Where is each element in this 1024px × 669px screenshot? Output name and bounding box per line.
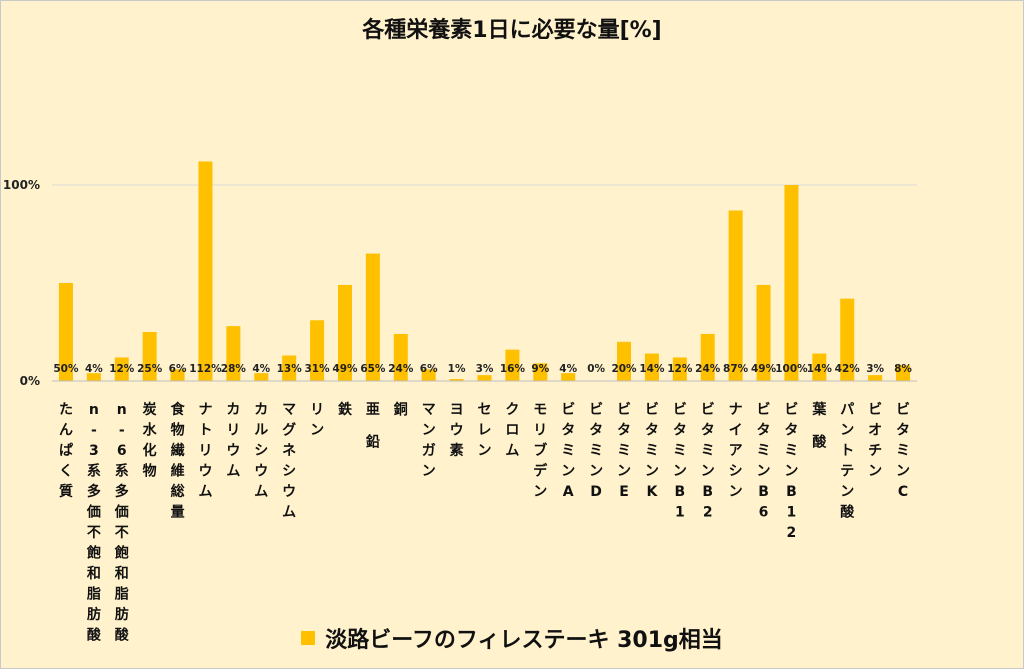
data-label: 20% bbox=[611, 363, 637, 375]
data-label: 112% bbox=[189, 363, 222, 375]
data-label: 12% bbox=[667, 363, 693, 375]
bar bbox=[337, 284, 352, 381]
data-label: 14% bbox=[807, 363, 833, 375]
data-label: 13% bbox=[277, 363, 303, 375]
bar bbox=[533, 363, 548, 381]
data-label: 1% bbox=[448, 363, 466, 375]
x-tick-label: n -6 系多価不飽和脂肪酸 bbox=[114, 402, 130, 644]
x-tick-label: クロム bbox=[505, 402, 519, 459]
data-label: 42% bbox=[835, 363, 861, 375]
bar bbox=[868, 375, 883, 381]
bar bbox=[58, 283, 73, 381]
data-label: 100% bbox=[775, 363, 808, 375]
data-label: 4% bbox=[85, 363, 103, 375]
bar bbox=[114, 357, 129, 381]
x-tick-label: ビオチン bbox=[868, 402, 882, 480]
data-label: 3% bbox=[866, 363, 884, 375]
data-label: 31% bbox=[305, 363, 331, 375]
bar bbox=[700, 333, 715, 381]
y-tick-label: 0% bbox=[20, 374, 40, 388]
bar bbox=[617, 341, 632, 381]
data-label: 3% bbox=[476, 363, 494, 375]
x-tick-label: カルシウム bbox=[254, 402, 268, 500]
bar bbox=[896, 365, 911, 381]
x-tick-label: ビタミン E bbox=[617, 402, 631, 500]
x-tick-label: ビタミン C bbox=[896, 402, 910, 500]
data-label: 25% bbox=[137, 363, 163, 375]
chart-title: 各種栄養素1日に必要な量[%] bbox=[362, 18, 662, 43]
legend-swatch bbox=[301, 631, 316, 645]
x-tick-label: マンガン bbox=[422, 402, 436, 480]
bar bbox=[142, 332, 157, 381]
data-label: 0% bbox=[587, 363, 605, 375]
bar bbox=[421, 369, 436, 381]
x-tick-label: ナトリウム bbox=[198, 402, 212, 500]
bar bbox=[365, 253, 380, 381]
bar bbox=[254, 373, 269, 381]
bar bbox=[198, 161, 213, 381]
x-tick-label: リン bbox=[310, 402, 324, 439]
x-tick-label: ビタミン B 1 bbox=[673, 402, 687, 521]
data-label: 6% bbox=[169, 363, 187, 375]
data-label: 9% bbox=[531, 363, 549, 375]
bar bbox=[477, 375, 492, 381]
x-tick-label: ナイアシン bbox=[729, 402, 743, 500]
bar bbox=[505, 349, 520, 381]
x-tick-label: ビタミン A bbox=[561, 402, 575, 500]
bar bbox=[756, 284, 771, 381]
data-label: 6% bbox=[420, 363, 438, 375]
data-label: 16% bbox=[500, 363, 526, 375]
bar bbox=[282, 355, 297, 381]
data-label: 65% bbox=[360, 363, 386, 375]
bar bbox=[86, 373, 101, 381]
x-tick-label: ビタミン B 6 bbox=[757, 402, 771, 521]
bar bbox=[310, 320, 325, 381]
x-tick-label: 炭水化物 bbox=[143, 401, 158, 480]
x-tick-label: ビタミン B 2 bbox=[701, 402, 715, 521]
data-label: 49% bbox=[751, 363, 777, 375]
bar bbox=[644, 353, 659, 381]
data-label: 12% bbox=[109, 363, 135, 375]
bar bbox=[449, 379, 464, 381]
data-label: 24% bbox=[695, 363, 721, 375]
data-label: 4% bbox=[252, 363, 270, 375]
x-tick-label: ビタミン D bbox=[589, 402, 603, 500]
x-tick-label: たんぱく質 bbox=[59, 402, 73, 500]
bar bbox=[393, 333, 408, 381]
bar bbox=[784, 185, 799, 381]
bar bbox=[170, 369, 185, 381]
bar bbox=[812, 353, 827, 381]
x-tick-label: 亜 鉛 bbox=[366, 402, 380, 451]
data-label: 49% bbox=[332, 363, 358, 375]
data-label: 14% bbox=[639, 363, 665, 375]
data-label: 4% bbox=[559, 363, 577, 375]
bar bbox=[840, 298, 855, 381]
x-tick-label: パントテン酸 bbox=[840, 402, 855, 521]
x-tick-label: 食物繊維総量 bbox=[171, 401, 186, 521]
x-tick-label: 葉 酸 bbox=[811, 401, 827, 451]
bar bbox=[728, 210, 743, 381]
data-label: 8% bbox=[894, 363, 912, 375]
x-tick-label: カリウム bbox=[226, 402, 240, 480]
legend-label: 淡路ビーフのフィレステーキ 301g相当 bbox=[325, 628, 723, 653]
data-label: 24% bbox=[388, 363, 414, 375]
x-tick-label: ビタミン B 1 2 bbox=[784, 402, 798, 541]
x-tick-label: ヨウ素 bbox=[450, 402, 464, 459]
x-tick-label: 鉄 bbox=[338, 401, 353, 418]
bar bbox=[561, 373, 576, 381]
x-tick-label: 銅 bbox=[394, 401, 408, 418]
data-label: 28% bbox=[221, 363, 247, 375]
x-tick-label: ビタミン K bbox=[645, 402, 659, 500]
x-tick-label: マグネシウム bbox=[282, 402, 296, 521]
y-tick-label: 100% bbox=[3, 178, 40, 192]
data-label: 87% bbox=[723, 363, 749, 375]
x-tick-label: モリブデン bbox=[533, 402, 548, 500]
bar bbox=[672, 357, 687, 381]
bar bbox=[226, 326, 241, 381]
x-tick-label: セレン bbox=[478, 402, 492, 459]
legend: 淡路ビーフのフィレステーキ 301g相当 bbox=[0, 622, 1024, 654]
x-tick-label: n -3 系多価不飽和脂肪酸 bbox=[86, 402, 102, 644]
data-label: 50% bbox=[53, 363, 79, 375]
